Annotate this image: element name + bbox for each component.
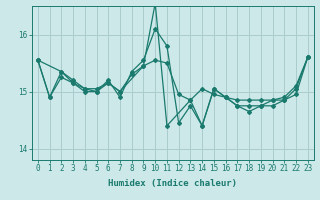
X-axis label: Humidex (Indice chaleur): Humidex (Indice chaleur) <box>108 179 237 188</box>
